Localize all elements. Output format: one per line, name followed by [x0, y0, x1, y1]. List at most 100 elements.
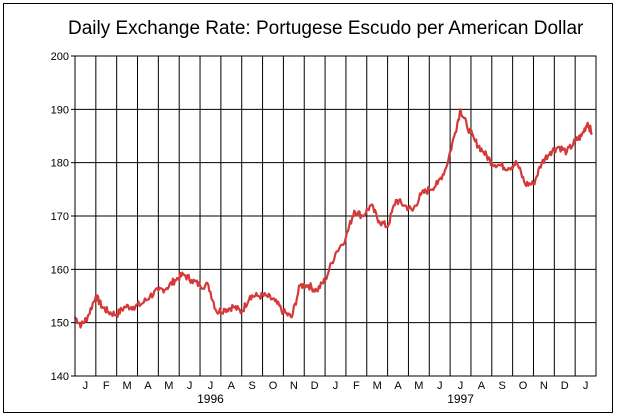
- data-point: [353, 209, 356, 212]
- month-label: O: [519, 380, 528, 392]
- data-point: [378, 220, 381, 223]
- month-label: J: [333, 380, 339, 392]
- month-label: M: [414, 380, 423, 392]
- data-point: [165, 287, 168, 289]
- data-point: [140, 303, 143, 305]
- month-label: F: [353, 380, 360, 392]
- data-point: [459, 108, 462, 111]
- data-point: [190, 279, 193, 281]
- data-point: [132, 305, 135, 308]
- data-point: [157, 289, 160, 292]
- data-point: [207, 284, 210, 287]
- data-point: [370, 204, 372, 207]
- y-tick-label: 190: [51, 104, 69, 116]
- data-point: [499, 164, 501, 167]
- data-point: [334, 252, 337, 255]
- data-point: [395, 199, 397, 201]
- data-point: [532, 183, 535, 185]
- data-point: [420, 193, 422, 196]
- year-label: 1996: [197, 392, 224, 406]
- data-point: [249, 295, 251, 297]
- month-label: J: [208, 380, 214, 392]
- month-label: S: [248, 380, 255, 392]
- exchange-rate-line: [74, 108, 593, 329]
- year-label: 1997: [447, 392, 474, 406]
- month-label: A: [144, 380, 152, 392]
- y-tick-label: 150: [51, 318, 69, 330]
- data-point: [345, 236, 347, 239]
- data-point: [557, 145, 560, 148]
- month-label: M: [164, 380, 173, 392]
- month-label: J: [187, 380, 193, 392]
- data-point: [199, 284, 201, 287]
- data-point: [436, 183, 439, 185]
- month-label: J: [437, 380, 443, 392]
- data-point: [115, 313, 118, 316]
- data-point: [474, 140, 476, 143]
- data-point: [574, 140, 576, 143]
- data-point: [107, 311, 110, 313]
- data-point: [386, 225, 389, 228]
- series-group: [74, 108, 593, 329]
- month-label: A: [478, 380, 486, 392]
- data-point: [215, 311, 218, 313]
- month-label: M: [123, 380, 132, 392]
- month-label: J: [583, 380, 589, 392]
- data-point: [282, 311, 285, 313]
- month-label: D: [311, 380, 319, 392]
- data-point: [182, 273, 185, 276]
- month-label: D: [561, 380, 569, 392]
- month-label: A: [394, 380, 402, 392]
- month-label: J: [458, 380, 464, 392]
- data-point: [101, 305, 103, 308]
- data-point: [580, 135, 583, 137]
- grid-lines: [75, 56, 596, 376]
- data-point: [491, 161, 493, 164]
- month-label: M: [373, 380, 382, 392]
- plot-border: [74, 55, 597, 377]
- data-point: [174, 279, 176, 281]
- data-point: [482, 151, 485, 153]
- y-tick-label: 140: [51, 371, 69, 383]
- data-point: [549, 151, 551, 153]
- data-point: [224, 308, 226, 311]
- month-label: A: [228, 380, 236, 392]
- y-tick-label: 170: [51, 211, 69, 223]
- month-label: J: [83, 380, 89, 392]
- data-point: [86, 316, 89, 319]
- data-point: [299, 284, 301, 287]
- month-label: F: [103, 380, 110, 392]
- data-point: [265, 295, 268, 297]
- month-label: S: [499, 380, 506, 392]
- data-point: [95, 295, 97, 297]
- data-point: [324, 279, 326, 281]
- data-point: [541, 161, 543, 164]
- data-point: [274, 300, 276, 303]
- month-label: N: [540, 380, 548, 392]
- data-point: [411, 209, 414, 212]
- chart-title: Daily Exchange Rate: Portugese Escudo pe…: [68, 18, 584, 39]
- data-point: [307, 284, 310, 287]
- data-point: [361, 215, 364, 217]
- y-axis: 140 150 160 170 180 190 200: [51, 51, 75, 383]
- data-point: [290, 316, 293, 319]
- data-point: [591, 132, 593, 135]
- data-point: [586, 121, 589, 124]
- data-point: [403, 204, 406, 207]
- data-point: [124, 305, 126, 308]
- data-point: [524, 183, 526, 185]
- month-label: N: [290, 380, 298, 392]
- y-tick-label: 160: [51, 264, 69, 276]
- data-point: [232, 305, 235, 308]
- data-point: [516, 161, 518, 164]
- y-tick-label: 180: [51, 158, 69, 170]
- data-point: [149, 295, 151, 297]
- data-point: [453, 135, 456, 137]
- data-point: [445, 167, 447, 169]
- chart-frame: [3, 3, 613, 413]
- data-point: [465, 124, 468, 127]
- data-point: [507, 167, 510, 169]
- y-tick-label: 200: [51, 51, 69, 63]
